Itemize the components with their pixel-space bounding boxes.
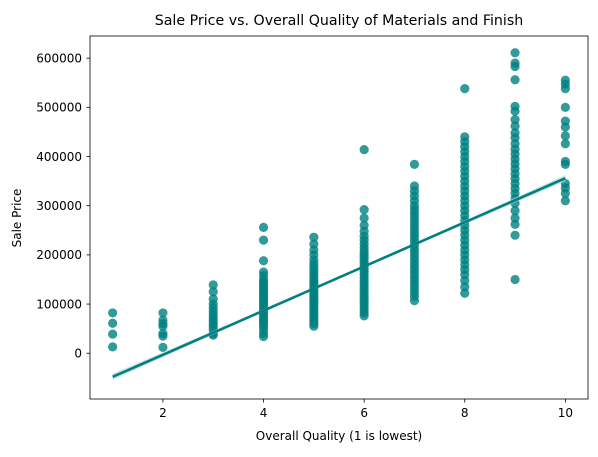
x-tick-label: 4 bbox=[260, 406, 268, 420]
axes-layer: 2 4 6 8 10 0 100000 200000 300000 400000 500000 60… bbox=[36, 35, 589, 420]
data-point bbox=[560, 131, 570, 141]
data-point bbox=[158, 321, 168, 331]
y-tick-label: 400000 bbox=[36, 150, 82, 164]
data-point bbox=[208, 280, 218, 290]
data-point bbox=[409, 296, 420, 306]
data-point bbox=[560, 122, 570, 132]
data-point bbox=[510, 213, 520, 223]
data-point bbox=[258, 256, 269, 266]
data-point bbox=[258, 331, 269, 342]
data-point bbox=[560, 84, 570, 94]
data-point bbox=[510, 115, 520, 125]
data-point bbox=[560, 102, 570, 112]
chart-title: Sale Price vs. Overall Quality of Materi… bbox=[155, 13, 524, 29]
data-point bbox=[359, 205, 369, 215]
data-point bbox=[158, 331, 168, 341]
data-point bbox=[460, 288, 470, 298]
y-axis-label: Sale Price bbox=[10, 189, 24, 248]
data-point bbox=[158, 308, 168, 318]
data-point bbox=[359, 145, 369, 155]
data-point bbox=[510, 274, 520, 285]
data-point bbox=[208, 287, 218, 297]
data-point bbox=[258, 235, 269, 245]
data-point bbox=[359, 213, 369, 223]
data-point bbox=[460, 84, 470, 94]
x-tick-label: 6 bbox=[360, 406, 368, 420]
y-axis-ticks: 0 100000 200000 300000 400000 500000 600000 bbox=[36, 51, 90, 361]
data-point bbox=[309, 321, 319, 331]
data-point bbox=[409, 159, 420, 169]
y-tick-label: 500000 bbox=[36, 101, 82, 115]
y-tick-label: 0 bbox=[74, 347, 82, 361]
data-point bbox=[258, 222, 269, 232]
data-point bbox=[309, 232, 319, 242]
data-point bbox=[510, 219, 520, 229]
y-tick-label: 100000 bbox=[36, 297, 82, 311]
data-point bbox=[510, 230, 520, 240]
regression-line bbox=[112, 176, 566, 379]
y-tick-label: 300000 bbox=[36, 199, 82, 213]
data-point bbox=[510, 48, 520, 58]
data-point bbox=[510, 61, 520, 72]
data-point bbox=[108, 329, 118, 339]
data-point bbox=[460, 282, 470, 292]
data-point bbox=[158, 342, 168, 352]
plot-frame bbox=[89, 35, 589, 400]
plot-layer bbox=[108, 48, 570, 381]
data-point bbox=[560, 196, 570, 206]
data-point bbox=[510, 106, 520, 116]
data-point bbox=[560, 188, 570, 198]
x-tick-label: 8 bbox=[461, 406, 469, 420]
data-point bbox=[359, 311, 369, 321]
data-point bbox=[108, 308, 118, 318]
data-point bbox=[560, 139, 570, 149]
x-tick-label: 2 bbox=[159, 406, 167, 420]
data-point bbox=[108, 342, 118, 352]
data-point bbox=[560, 159, 570, 169]
data-point bbox=[510, 121, 520, 131]
y-tick-label: 600000 bbox=[36, 51, 82, 65]
x-axis-ticks: 2 4 6 8 10 bbox=[159, 399, 573, 420]
x-tick-label: 10 bbox=[558, 406, 573, 420]
data-point bbox=[460, 275, 470, 286]
x-axis-label: Overall Quality (1 is lowest) bbox=[256, 429, 422, 443]
data-point bbox=[108, 318, 118, 328]
y-tick-label: 200000 bbox=[36, 248, 82, 262]
data-point bbox=[510, 206, 520, 216]
data-point bbox=[510, 75, 520, 85]
